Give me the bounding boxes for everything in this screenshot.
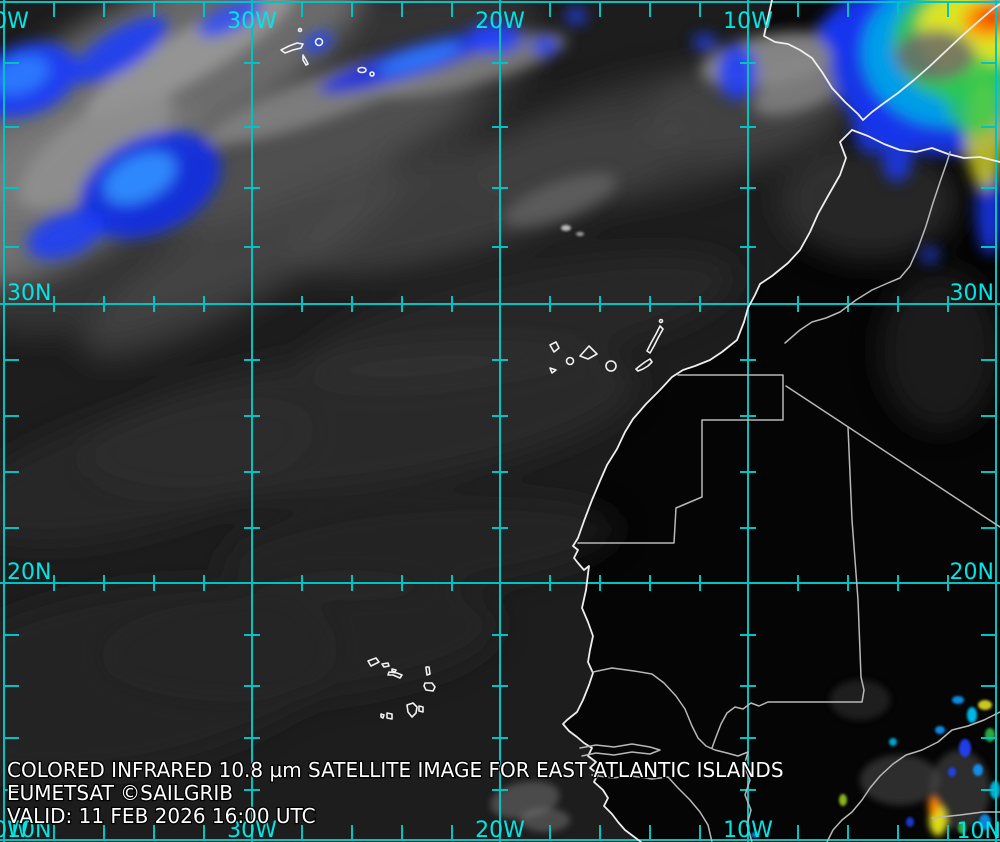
canary-islands-group [549,318,664,374]
sal-island [425,666,431,676]
border-senegal-river [592,667,749,757]
brava-island [380,713,385,719]
caption-credit: EUMETSAT ©SAILGRIB [7,781,233,805]
border-gambia [579,743,661,757]
lat-label-right-20n: 20N [950,560,994,585]
lon-ticks-20n [53,575,949,591]
border-mauritania-algeria-mali-diagonal [785,385,1000,528]
graticule-minor-ticks [4,2,996,841]
cape-verde-group [367,657,436,720]
lat-ticks-10w [740,62,756,791]
lanzarote-islet [658,318,664,324]
tenerife-island [579,345,598,360]
lat-ticks-30w [244,62,260,791]
lat-label-right-10n: 10N [957,819,1000,842]
sao-nicolau-island [387,671,403,679]
la-palma-island [549,341,560,353]
lon-label-top-30w: 30W [227,9,277,34]
santiago-island [406,702,418,718]
lon-label-bottom-20w: 20W [475,818,525,842]
border-senegal-east [711,701,769,749]
lat-ticks-40w [4,62,19,791]
porto-santo-island [314,37,324,47]
lat-label-left-30n: 30N [7,281,51,306]
border-western-sahara-step [577,374,784,544]
border-layer [577,151,1000,842]
el-hierro-island [549,367,557,374]
maio-island [418,705,424,713]
lat-label-right-30n: 30N [950,281,994,306]
caption-block: COLORED INFRARED 10.8 µm SATELLITE IMAGE… [6,757,785,830]
fuerteventura-island [635,358,653,372]
border-senegal-guinea-bissau [591,774,713,842]
lon-label-bottom-40w: 40W [0,818,29,842]
iberia-coastline [763,0,1000,121]
graticule-labels: 40W 30W 20W 10W 40W 30W 20W 10W 30N 20N … [0,9,1000,842]
caption-valid-time: VALID: 11 FEB 2026 16:00 UTC [7,804,316,828]
madeira-island [280,42,304,54]
lanzarote-island [646,325,664,354]
border-guinea-mali-south [931,811,1000,819]
lat-ticks-0w [981,62,996,791]
lon-ticks-10n [53,825,949,841]
border-mali-west-vertical [767,426,865,703]
lat-label-left-10n: 10N [7,818,51,842]
selvagens-islet [369,71,375,77]
lon-label-top-20w: 20W [475,9,525,34]
lon-label-top-40w: 40W [0,9,29,34]
islet-north-of-madeira [297,27,303,33]
santo-antao-island [367,657,380,667]
morocco-mediterranean-coastline [851,129,1000,163]
selvagens-islands [357,66,367,74]
caption-title: COLORED INFRARED 10.8 µm SATELLITE IMAGE… [7,758,784,782]
la-gomera-island [565,356,575,366]
border-faleme-south [743,751,753,842]
islands-layer [280,27,664,720]
border-guinea-mali-squiggle [826,711,1000,842]
lon-ticks-30n [53,296,949,312]
sao-vicente-island [381,662,390,668]
lon-label-top-10w: 10W [723,9,773,34]
lon-ticks-40n [53,2,949,17]
africa-coastline [562,129,853,842]
gran-canaria-island [605,360,617,372]
fogo-island [386,712,393,720]
border-morocco-algeria [784,151,951,344]
lat-label-left-20n: 20N [7,560,51,585]
madeira-group [280,27,375,77]
lat-ticks-20w [492,62,508,791]
lon-label-bottom-10w: 10W [723,818,773,842]
lon-label-bottom-30w: 30W [227,818,277,842]
boa-vista-island [423,682,436,692]
coastline-layer [562,0,1000,842]
desertas-islands [302,54,309,66]
